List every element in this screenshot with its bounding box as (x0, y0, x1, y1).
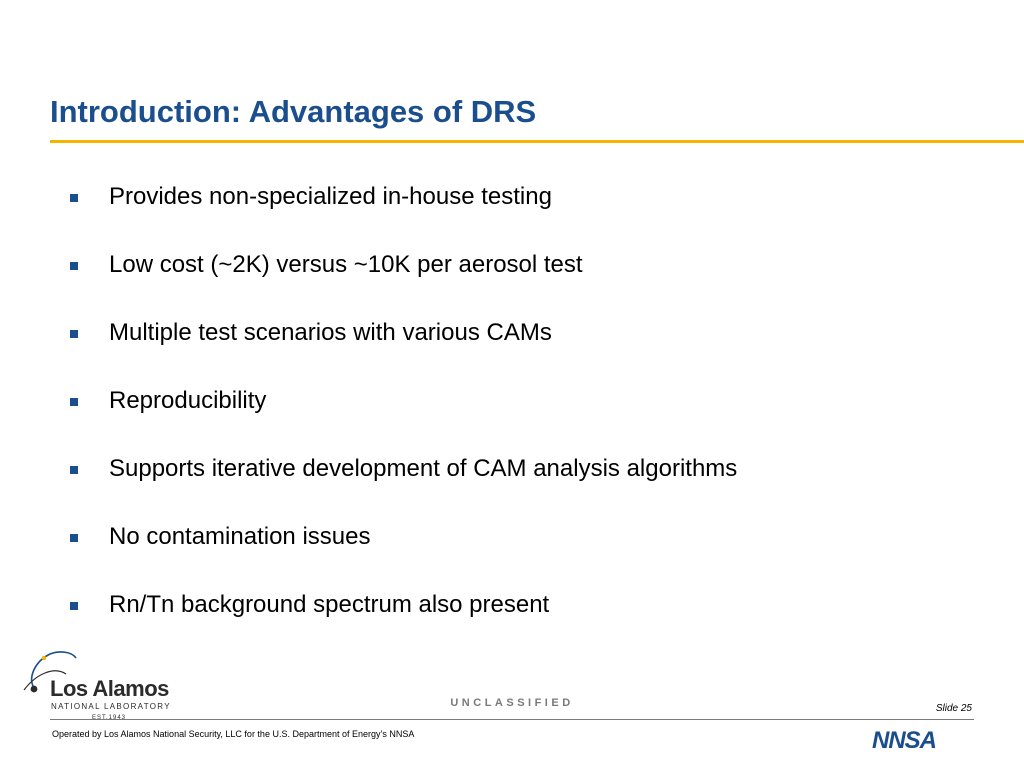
footer-divider (50, 719, 974, 720)
nnsa-logo: NNSA (872, 728, 976, 754)
bullet-text: Rn/Tn background spectrum also present (109, 591, 550, 618)
atom-orbit-icon (23, 651, 77, 693)
square-bullet-icon (70, 330, 78, 338)
slide-number: Slide 25 (935, 703, 972, 714)
square-bullet-icon (70, 194, 78, 202)
bullet-text: Multiple test scenarios with various CAM… (109, 319, 552, 346)
bullet-text: Reproducibility (109, 387, 267, 414)
bullet-item: No contamination issues (70, 520, 737, 588)
bullet-item: Low cost (~2K) versus ~10K per aerosol t… (70, 248, 737, 316)
title-divider (50, 140, 1024, 143)
square-bullet-icon (70, 602, 78, 610)
bullet-item: Provides non-specialized in-house testin… (70, 180, 737, 248)
square-bullet-icon (70, 534, 78, 542)
slide-title: Introduction: Advantages of DRS (50, 94, 537, 129)
logo-established: EST.1943 (92, 715, 127, 721)
bullet-item: Supports iterative development of CAM an… (70, 452, 737, 520)
bullet-text: Provides non-specialized in-house testin… (109, 183, 552, 210)
operated-by-text: Operated by Los Alamos National Security… (52, 729, 415, 739)
logo-name: Los Alamos (50, 676, 169, 701)
logo-subtitle: NATIONAL LABORATORY (51, 702, 171, 711)
bullet-item: Rn/Tn background spectrum also present (70, 588, 737, 656)
los-alamos-logo: Los Alamos NATIONAL LABORATORY EST.1943 (20, 648, 190, 730)
nnsa-logo-text: NNSA (872, 727, 937, 754)
bullet-item: Multiple test scenarios with various CAM… (70, 316, 737, 384)
bullet-text: Supports iterative development of CAM an… (109, 455, 738, 482)
square-bullet-icon (70, 398, 78, 406)
bullet-list: Provides non-specialized in-house testin… (70, 180, 737, 656)
bullet-item: Reproducibility (70, 384, 737, 452)
bullet-text: Low cost (~2K) versus ~10K per aerosol t… (109, 251, 583, 278)
bullet-text: No contamination issues (109, 523, 371, 550)
square-bullet-icon (70, 466, 78, 474)
classification-label: UNCLASSIFIED (450, 697, 574, 709)
square-bullet-icon (70, 262, 78, 270)
